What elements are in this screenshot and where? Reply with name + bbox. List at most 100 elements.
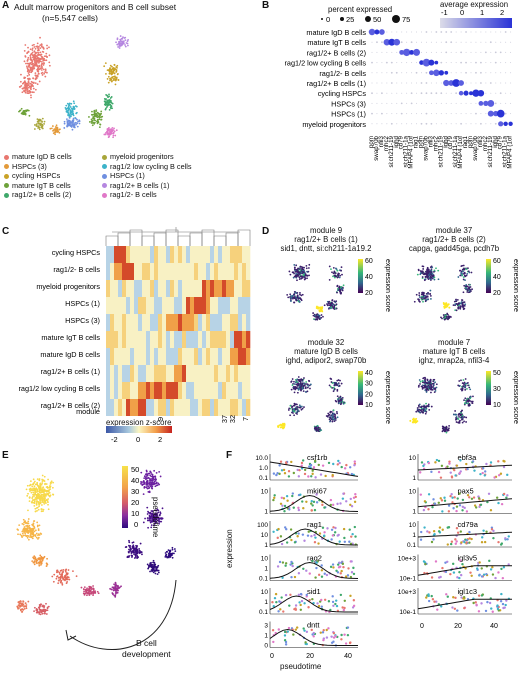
- expression-point: [332, 534, 334, 536]
- hot-cell: [444, 303, 446, 305]
- cell-point: [108, 76, 110, 78]
- gene-name: dntt: [307, 621, 320, 630]
- dot: [411, 92, 413, 94]
- expression-point: [501, 503, 503, 505]
- cell-point: [36, 562, 38, 564]
- cell-point: [295, 264, 297, 266]
- cell-point: [307, 390, 309, 392]
- cell-point: [49, 496, 51, 498]
- dot: [396, 103, 397, 104]
- expression-point: [354, 493, 356, 495]
- legend-label: myeloid progenitors: [110, 152, 174, 161]
- cell-point: [27, 57, 29, 59]
- dot: [510, 93, 511, 94]
- cell-point: [38, 559, 40, 561]
- heatmap-cell: [114, 297, 118, 314]
- cell-point: [39, 44, 41, 46]
- cell-point: [463, 291, 465, 293]
- cell-point: [26, 535, 28, 537]
- dot: [431, 103, 432, 104]
- expression-point: [343, 528, 345, 530]
- cell-point: [92, 585, 94, 587]
- cell-point: [32, 47, 34, 49]
- cell-point: [422, 270, 424, 272]
- expression-point: [307, 534, 309, 536]
- cell-point: [46, 45, 48, 47]
- heatmap-cell: [218, 348, 222, 365]
- expression-point: [326, 574, 328, 576]
- cell-point: [464, 389, 466, 391]
- cell-point: [97, 119, 99, 121]
- cell-point: [25, 56, 27, 58]
- heatmap-cell: [222, 348, 226, 365]
- heatmap-cell: [238, 382, 242, 399]
- legend-item: rag1/2+ B cells (1): [102, 181, 169, 191]
- heatmap-row-label: rag1/2+ B cells (1): [41, 367, 100, 376]
- cell-point: [295, 271, 297, 273]
- cell-point: [430, 295, 432, 297]
- cell-point: [289, 293, 291, 295]
- heatmap-cell: [166, 263, 170, 280]
- cell-point: [329, 412, 331, 414]
- cell-point: [35, 558, 37, 560]
- cell-point: [317, 314, 319, 316]
- expression-point: [289, 563, 291, 565]
- cell-point: [37, 496, 39, 498]
- cell-point: [30, 57, 32, 59]
- expression-point: [349, 595, 351, 597]
- cell-point: [308, 267, 310, 269]
- cell-point: [444, 316, 446, 318]
- cell-point: [333, 409, 335, 411]
- pseudotime-umap: [0, 450, 226, 674]
- cell-point: [35, 89, 37, 91]
- cell-point: [105, 134, 107, 136]
- cell-point: [331, 300, 333, 302]
- cell-point: [37, 66, 39, 68]
- dot: [510, 83, 511, 84]
- cell-point: [30, 484, 32, 486]
- heatmap-cell: [130, 382, 134, 399]
- heatmap-cell: [122, 365, 126, 382]
- cell-point: [43, 509, 45, 511]
- expression-point: [438, 502, 440, 504]
- legend-label: rag1/2 low cycling B cells: [110, 162, 192, 171]
- dot: [376, 123, 377, 124]
- cell-point: [324, 304, 326, 306]
- color-legend: -1 0 1 2: [438, 8, 518, 30]
- expression-point: [315, 493, 317, 495]
- dot: [396, 72, 398, 74]
- score-tick: 10: [493, 402, 501, 409]
- dot: [436, 52, 437, 53]
- cell-point: [26, 65, 28, 67]
- dot: [465, 72, 467, 74]
- cell-point: [301, 272, 303, 274]
- dot: [411, 83, 412, 84]
- heatmap-cell: [158, 348, 162, 365]
- cell-point: [112, 68, 114, 70]
- heatmap-cell: [146, 348, 150, 365]
- expression-point: [493, 476, 495, 478]
- legend-swatch: [102, 174, 107, 179]
- cell-point: [23, 606, 25, 608]
- hot-cell: [412, 419, 414, 421]
- cell-point: [30, 94, 32, 96]
- cell-point: [460, 306, 462, 308]
- expression-point: [336, 605, 338, 607]
- module-map-genes: capga, gadd45ga, pcdh7b: [390, 244, 518, 253]
- gene-name: csf1rb: [307, 453, 327, 462]
- cell-point: [427, 386, 429, 388]
- dot: [396, 93, 397, 94]
- expression-point: [281, 504, 283, 506]
- cell-point: [40, 51, 42, 53]
- module-map-title: module 32: [262, 338, 390, 347]
- cell-point: [334, 384, 336, 386]
- cell-point: [157, 573, 159, 575]
- cell-point: [38, 501, 40, 503]
- expression-point: [297, 507, 299, 509]
- cell-point: [462, 271, 464, 273]
- hot-cell: [416, 420, 418, 422]
- score-tick: 60: [365, 258, 373, 265]
- dot: [376, 83, 377, 84]
- cell-point: [465, 421, 467, 423]
- dot: [485, 52, 487, 54]
